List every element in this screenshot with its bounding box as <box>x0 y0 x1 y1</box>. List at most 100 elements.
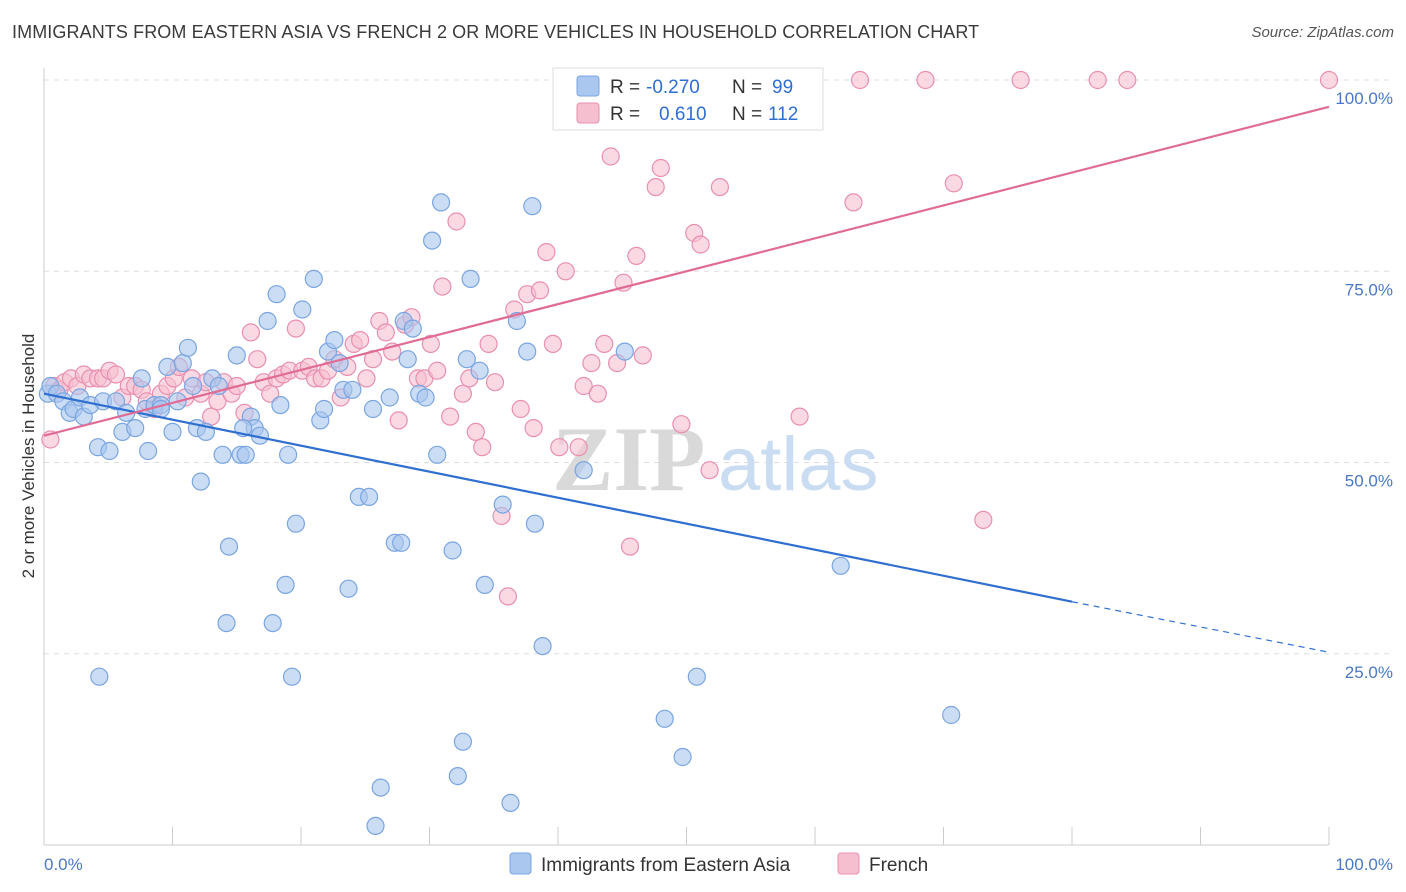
y-axis-label: 2 or more Vehicles in Household <box>19 334 38 579</box>
eastern-asia-point-15 <box>126 419 145 438</box>
x-tick-label-1: 100.0% <box>1335 855 1393 874</box>
eastern-asia-point-43 <box>267 285 286 304</box>
french-point-90 <box>620 537 640 556</box>
french-point-39 <box>286 319 305 338</box>
eastern-asia-point-64 <box>380 388 399 407</box>
eastern-asia-point-18 <box>139 441 158 461</box>
french-point-94 <box>651 158 670 178</box>
y-tick-label-2: 75.0% <box>1345 280 1393 299</box>
stats-r-value-2: 0.610 <box>659 104 707 125</box>
eastern-asia-point-76 <box>448 766 467 786</box>
stats-n-value-2: 112 <box>768 104 798 125</box>
eastern-asia-point-97 <box>151 399 170 419</box>
y-tick-label-0: 25.0% <box>1345 663 1393 682</box>
french-point-80 <box>550 438 569 457</box>
french-point-77 <box>530 281 550 300</box>
eastern-asia-point-42 <box>263 613 282 633</box>
eastern-asia-trend-extension <box>1071 601 1330 653</box>
axes <box>43 68 1330 846</box>
french-point-84 <box>582 354 601 373</box>
eastern-asia-point-69 <box>403 319 422 338</box>
french-point-79 <box>543 334 563 353</box>
french-point-104 <box>850 70 870 90</box>
french-point-74 <box>511 399 530 419</box>
y-tick-label-3: 100.0% <box>1335 89 1393 108</box>
eastern-asia-point-44 <box>271 396 290 415</box>
trend-lines <box>43 105 1330 653</box>
eastern-asia-point-11 <box>100 441 119 461</box>
eastern-asia-point-63 <box>371 778 390 797</box>
eastern-asia-point-52 <box>315 399 334 419</box>
french-point-108 <box>1011 70 1030 90</box>
legend-swatch-french <box>837 852 860 875</box>
eastern-asia-point-62 <box>366 816 385 836</box>
legend-swatch-eastern-asia <box>509 852 532 875</box>
french-point-53 <box>376 323 395 342</box>
french-point-82 <box>569 438 588 457</box>
eastern-asia-point-50 <box>304 269 323 288</box>
x-tick-label-0: 0.0% <box>44 855 83 874</box>
stats-r-label-1: R = <box>610 77 640 98</box>
french-point-50 <box>357 369 376 388</box>
eastern-asia-point-54 <box>325 331 344 350</box>
french-point-65 <box>453 384 472 403</box>
eastern-asia-point-60 <box>360 487 379 506</box>
french-point-87 <box>601 147 620 166</box>
french-point-67 <box>466 422 485 441</box>
eastern-asia-point-22 <box>163 422 182 441</box>
french-point-98 <box>700 461 719 480</box>
eastern-asia-point-45 <box>276 575 295 595</box>
stats-r-value-1: -0.270 <box>646 77 700 98</box>
grid-lines <box>44 79 1392 655</box>
eastern-asia-point-90 <box>615 342 634 361</box>
french-point-92 <box>633 346 652 365</box>
eastern-asia-point-83 <box>501 793 520 813</box>
french-point-78 <box>537 243 556 262</box>
french-point-95 <box>672 415 691 434</box>
french-point-72 <box>498 587 517 606</box>
tick-labels: 25.0% 50.0% 75.0% 100.0% 0.0% 100.0% <box>44 89 1393 874</box>
eastern-asia-point-26 <box>184 376 203 396</box>
stats-legend: R = -0.270 N = 99 R = 0.610 N = 112 <box>552 67 824 131</box>
french-point-97 <box>691 235 710 254</box>
stats-legend-swatch-pink <box>576 102 600 124</box>
eastern-asia-point-25 <box>178 338 197 357</box>
eastern-asia-point-78 <box>457 350 476 369</box>
eastern-asia-point-12 <box>106 392 126 411</box>
eastern-asia-point-82 <box>493 495 512 514</box>
french-point-55 <box>389 411 408 430</box>
eastern-asia-point-94 <box>831 556 850 575</box>
stats-n-label-2: N = <box>732 104 762 125</box>
eastern-asia-point-61 <box>363 399 383 419</box>
watermark-atlas: atlas <box>718 422 879 507</box>
series-legend: Immigrants from Eastern Asia French <box>509 852 928 876</box>
eastern-asia-point-87 <box>525 514 545 533</box>
eastern-asia-point-58 <box>343 380 362 399</box>
eastern-asia-point-74 <box>432 193 451 212</box>
french-point-64 <box>447 212 466 231</box>
french-point-63 <box>441 407 460 426</box>
french-trend-line <box>43 105 1330 437</box>
french-point-62 <box>433 277 452 296</box>
french-point-105 <box>916 70 935 90</box>
eastern-asia-point-77 <box>453 732 472 751</box>
french-point-70 <box>485 373 505 392</box>
french-point-35 <box>261 384 280 403</box>
eastern-asia-point-85 <box>518 342 537 361</box>
stats-n-value-1: 99 <box>772 77 793 98</box>
eastern-asia-point-81 <box>475 575 494 595</box>
french-point-60 <box>421 334 440 353</box>
french-point-93 <box>646 178 665 197</box>
eastern-asia-point-16 <box>132 369 151 388</box>
eastern-asia-point-73 <box>428 445 447 464</box>
eastern-asia-point-48 <box>286 514 305 533</box>
eastern-asia-point-88 <box>533 636 552 656</box>
eastern-asia-point-71 <box>416 388 435 407</box>
french-point-69 <box>479 334 498 353</box>
eastern-asia-point-80 <box>470 361 489 380</box>
french-point-49 <box>351 331 370 350</box>
french-point-109 <box>1088 70 1107 90</box>
eastern-asia-point-24 <box>173 354 192 373</box>
eastern-asia-point-46 <box>279 445 298 464</box>
